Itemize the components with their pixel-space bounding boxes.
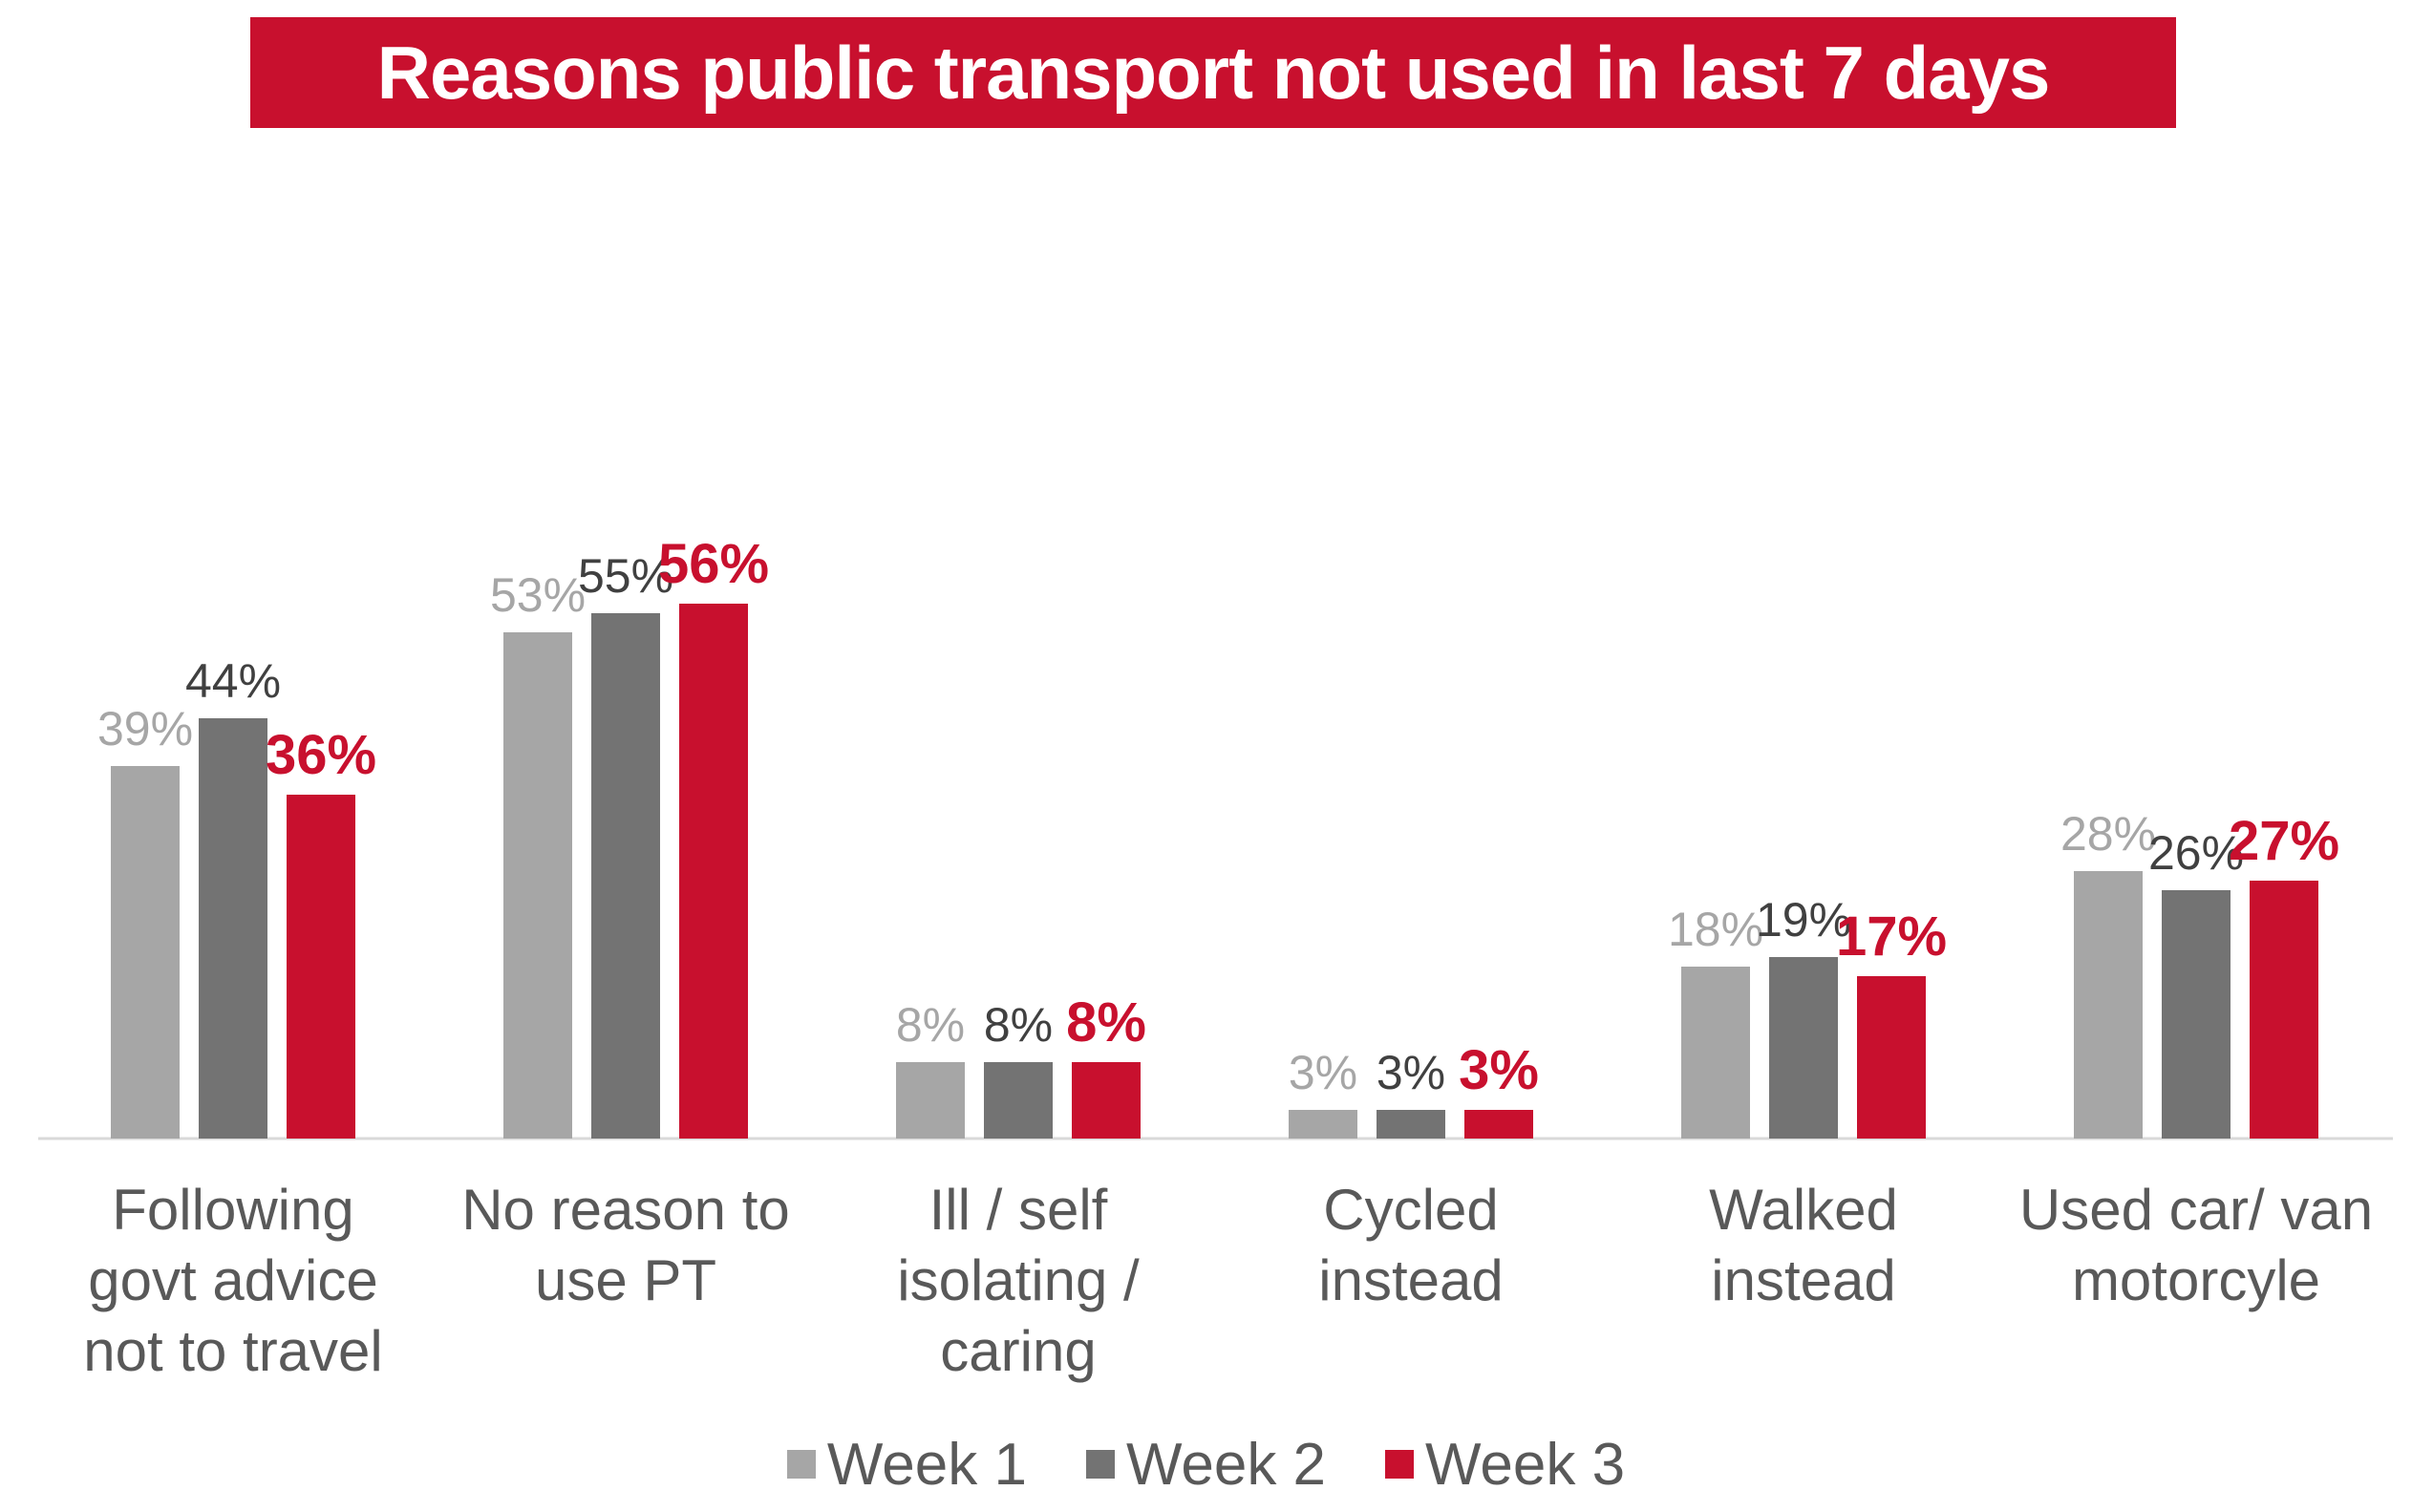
data-label: 44% <box>185 654 281 708</box>
bar-group: 53%55%56% <box>490 533 769 1139</box>
bar-week-1 <box>1681 967 1750 1139</box>
bar-group: 28%26%27% <box>2060 807 2339 1139</box>
legend-item-week-2: Week 2 <box>1085 1431 1327 1499</box>
category-label: Cycled <box>1323 1178 1498 1242</box>
category-label: govt advice <box>88 1248 378 1312</box>
bar-week-2 <box>984 1062 1053 1139</box>
data-label: 8% <box>896 998 965 1052</box>
category-label: Used car/ van <box>2019 1178 2373 1242</box>
data-label: 17% <box>1836 905 1947 968</box>
bar-week-3 <box>287 795 355 1139</box>
data-label: 36% <box>266 724 376 786</box>
category-label: Following <box>112 1178 353 1242</box>
bar-group: 3% 3% 3% <box>1289 1039 1539 1139</box>
data-label: 3% <box>1289 1046 1357 1099</box>
bar-week-3 <box>2250 881 2318 1139</box>
legend-item-week-3: Week 3 <box>1385 1431 1625 1499</box>
legend-item-week-1: Week 1 <box>786 1431 1027 1499</box>
data-label: 28% <box>2060 807 2156 861</box>
bar-week-1 <box>1289 1110 1357 1139</box>
data-label: 8% <box>1066 991 1146 1054</box>
category-label: instead <box>1318 1248 1503 1312</box>
bar-week-2 <box>2162 890 2231 1139</box>
legend-label-week-2: Week 2 <box>1125 1431 1327 1498</box>
legend-swatch-week-3 <box>1385 1450 1415 1479</box>
bar-group: 18%19%17% <box>1668 893 1947 1139</box>
data-label: 53% <box>490 568 586 622</box>
category-label: motorcyle <box>2072 1248 2320 1312</box>
data-label: 55% <box>578 549 673 603</box>
chart-legend: Week 1 Week 2 Week 3 <box>0 1423 2412 1505</box>
category-label: instead <box>1711 1248 1895 1312</box>
legend-label-week-3: Week 3 <box>1425 1431 1626 1498</box>
bar-week-2 <box>1377 1110 1445 1139</box>
bar-week-1 <box>896 1062 965 1139</box>
bar-week-1 <box>2074 871 2143 1139</box>
data-label: 3% <box>1459 1039 1539 1101</box>
data-label: 26% <box>2148 826 2244 880</box>
data-label: 27% <box>2229 810 2339 872</box>
category-label: isolating / <box>897 1248 1140 1312</box>
data-label: 56% <box>658 533 769 595</box>
category-label: Walked <box>1709 1178 1898 1242</box>
data-label: 3% <box>1377 1046 1445 1099</box>
bar-week-3 <box>1072 1062 1141 1139</box>
bar-group: 8% 8% 8% <box>896 991 1146 1139</box>
category-label: No reason to <box>461 1178 790 1242</box>
bar-week-1 <box>111 766 180 1139</box>
bar-week-3 <box>1857 976 1926 1139</box>
bar-week-3 <box>1464 1110 1533 1139</box>
bar-week-2 <box>591 613 660 1139</box>
category-label: not to travel <box>83 1319 383 1383</box>
data-label: 19% <box>1756 893 1851 947</box>
bar-week-3 <box>679 604 748 1139</box>
bar-group: 39%44% 36% <box>97 654 376 1139</box>
legend-label-week-1: Week 1 <box>826 1431 1027 1498</box>
bar-week-2 <box>199 718 267 1139</box>
data-label: 8% <box>984 998 1053 1052</box>
category-label: Ill / self <box>929 1178 1108 1242</box>
category-label: use PT <box>535 1248 716 1312</box>
data-label: 18% <box>1668 903 1763 956</box>
legend-swatch-week-2 <box>1085 1450 1115 1479</box>
legend-swatch-week-1 <box>786 1450 816 1479</box>
category-label: caring <box>940 1319 1096 1383</box>
chart-title-bar: Reasons public transport not used in las… <box>250 17 2176 128</box>
data-label: 39% <box>97 702 193 756</box>
chart-title: Reasons public transport not used in las… <box>376 30 2051 115</box>
bar-week-1 <box>503 632 572 1139</box>
bar-week-2 <box>1769 957 1838 1139</box>
